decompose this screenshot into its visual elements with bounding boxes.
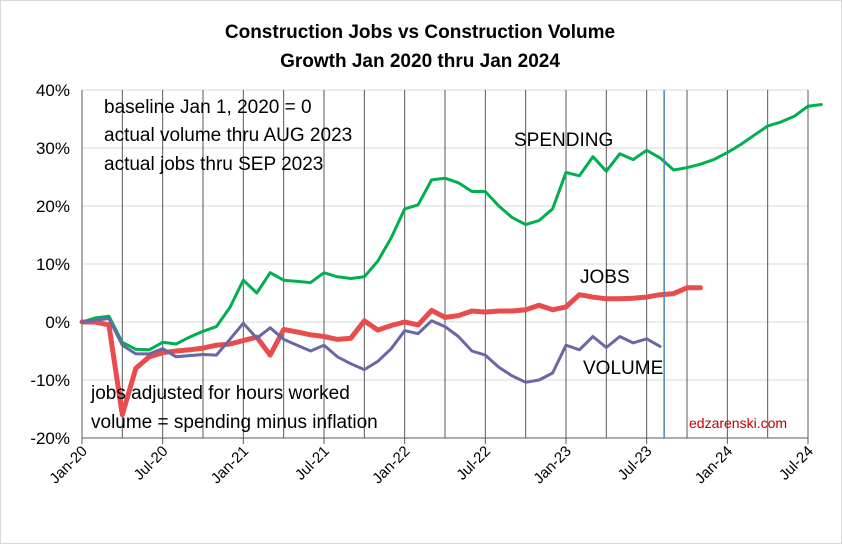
y-tick-label: 10%: [36, 255, 70, 274]
y-tick-label: 0%: [45, 313, 70, 332]
series-label-jobs: JOBS: [580, 267, 630, 288]
x-tick-label: Jul-23: [615, 443, 656, 484]
note-volume-actual: actual volume thru AUG 2023: [104, 125, 352, 146]
x-tick-label: Jul-20: [131, 443, 172, 484]
x-tick-label: Jan-21: [208, 443, 252, 487]
note-volume-definition: volume = spending minus inflation: [91, 412, 378, 433]
note-jobs-adjusted: jobs adjusted for hours worked: [90, 383, 350, 404]
x-tick-label: Jan-20: [46, 443, 90, 487]
x-tick-label: Jan-22: [369, 443, 413, 487]
series-line-spending: [80, 103, 823, 352]
series-label-volume: VOLUME: [583, 358, 663, 379]
y-tick-label: -20%: [30, 429, 70, 448]
series-label-spending: SPENDING: [514, 130, 613, 151]
x-tick-label: Jul-22: [453, 443, 494, 484]
y-tick-label: 20%: [36, 197, 70, 216]
credit-text: edzarenski.com: [689, 415, 787, 431]
x-tick-label: Jul-21: [292, 443, 333, 484]
y-tick-label: 40%: [36, 81, 70, 100]
x-tick-label: Jul-24: [776, 443, 817, 484]
x-tick-label: Jan-24: [692, 443, 736, 487]
y-tick-label: 30%: [36, 139, 70, 158]
series-line-volume: [80, 317, 662, 384]
chart-title: Construction Jobs vs Construction Volume: [225, 22, 615, 43]
quarter-gridlines: [121, 90, 809, 438]
chart-subtitle: Growth Jan 2020 thru Jan 2024: [280, 51, 560, 72]
x-tick-label: Jan-23: [530, 443, 574, 487]
series-line-jobs: [79, 285, 703, 418]
y-tick-label: -10%: [30, 371, 70, 390]
note-baseline: baseline Jan 1, 2020 = 0: [104, 97, 312, 118]
series-lines: [79, 103, 823, 418]
note-jobs-actual: actual jobs thru SEP 2023: [104, 154, 323, 175]
